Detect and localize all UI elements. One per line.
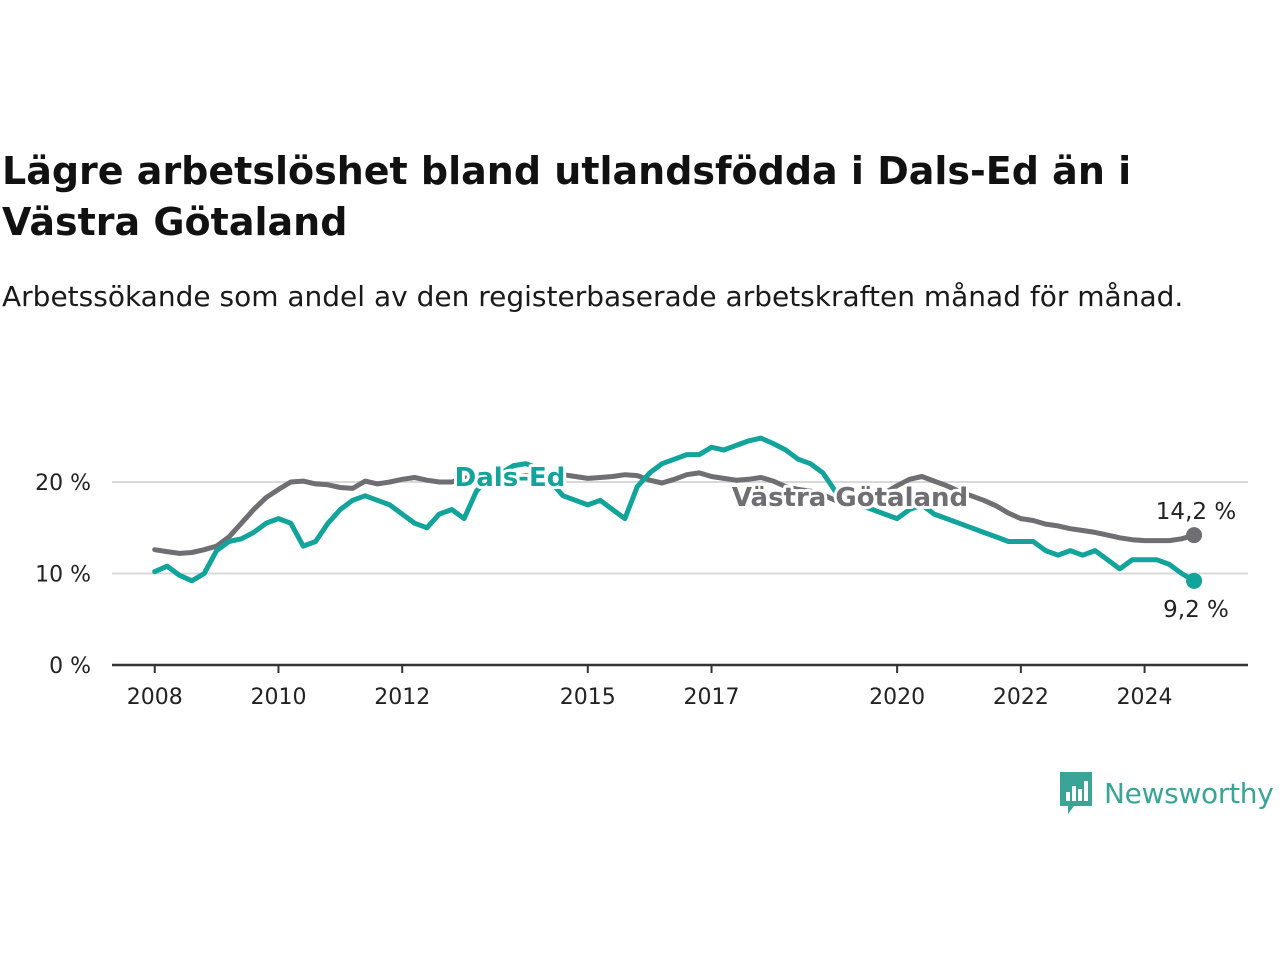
chart-subtitle: Arbetssökande som andel av den registerb… <box>2 280 1184 313</box>
end-value-vastra-gotaland: 14,2 % <box>1156 499 1236 525</box>
series-name-dals-ed: Dals-Ed <box>455 463 566 493</box>
x-tick-label: 2010 <box>250 685 306 710</box>
y-tick-label: 0 % <box>49 654 91 679</box>
line-chart: 0 % 10 % 20 % 2008 2010 2012 2015 2017 2020 2022 2… <box>35 435 1248 710</box>
end-value-dals-ed: 9,2 % <box>1163 597 1229 623</box>
y-tick-label: 20 % <box>35 471 91 496</box>
y-tick-label: 10 % <box>35 563 91 588</box>
x-tick-label: 2008 <box>127 685 183 710</box>
newsworthy-logo: Newsworthy <box>1058 770 1274 816</box>
x-tick-label: 2020 <box>869 685 925 710</box>
series-name-vastra-gotaland: Västra Götaland <box>732 483 968 513</box>
chart-title: Lägre arbetslöshet bland utlandsfödda i … <box>2 149 1132 244</box>
x-tick-label: 2017 <box>684 685 740 710</box>
axes: 0 % 10 % 20 % 2008 2010 2012 2015 2017 2020 2022 2… <box>35 471 1248 710</box>
series-lines <box>152 435 1203 589</box>
series-labels: Västra Götaland Dals-Ed 14,2 % 9,2 % <box>452 460 1239 625</box>
end-point-dals-ed <box>1186 572 1203 589</box>
x-tick-label: 2015 <box>560 685 616 710</box>
newsworthy-logo-icon <box>1060 772 1092 814</box>
end-point-vastra-gotaland <box>1186 527 1203 544</box>
series-line-vastra-gotaland <box>152 470 1197 556</box>
brand-name: Newsworthy <box>1104 776 1274 810</box>
x-tick-label: 2024 <box>1117 685 1173 710</box>
series-line-dals-ed <box>152 435 1197 584</box>
x-tick-label: 2012 <box>374 685 430 710</box>
x-tick-label: 2022 <box>993 685 1049 710</box>
